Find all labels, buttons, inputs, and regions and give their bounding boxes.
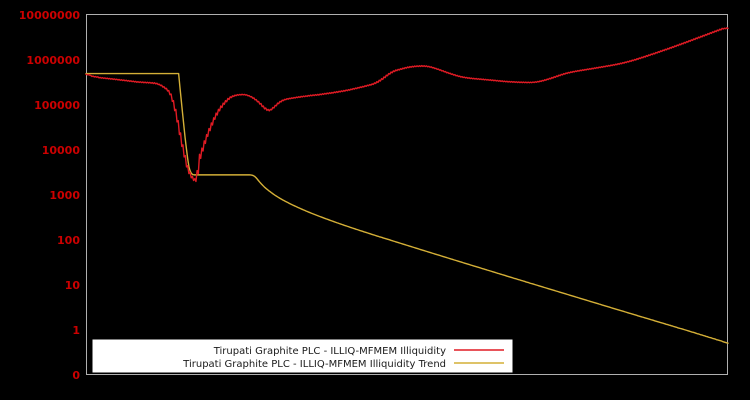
y-tick-label: 1000 [49, 189, 80, 202]
y-tick-label: 0 [72, 369, 80, 382]
y-tick-label: 1 [72, 324, 80, 337]
legend-label[interactable]: Tirupati Graphite PLC - ILLIQ-MFMEM Illi… [182, 359, 446, 370]
y-tick-label: 10000 [42, 144, 81, 157]
y-tick-label: 1000000 [26, 54, 80, 67]
series-illiquidity-line [85, 27, 729, 183]
legend-label[interactable]: Tirupati Graphite PLC - ILLIQ-MFMEM Illi… [213, 346, 446, 357]
y-tick-label: 100 [57, 234, 80, 247]
legend-background [92, 339, 513, 373]
y-tick-label: 10000000 [19, 9, 81, 22]
y-tick-label: 100000 [34, 99, 80, 112]
chart-legend[interactable]: Tirupati Graphite PLC - ILLIQ-MFMEM Illi… [92, 339, 513, 373]
y-tick-label: 10 [65, 279, 81, 292]
data-series-group [85, 27, 729, 344]
series-illiquidity-trend-line [85, 72, 729, 344]
plot-area-border [86, 14, 728, 375]
